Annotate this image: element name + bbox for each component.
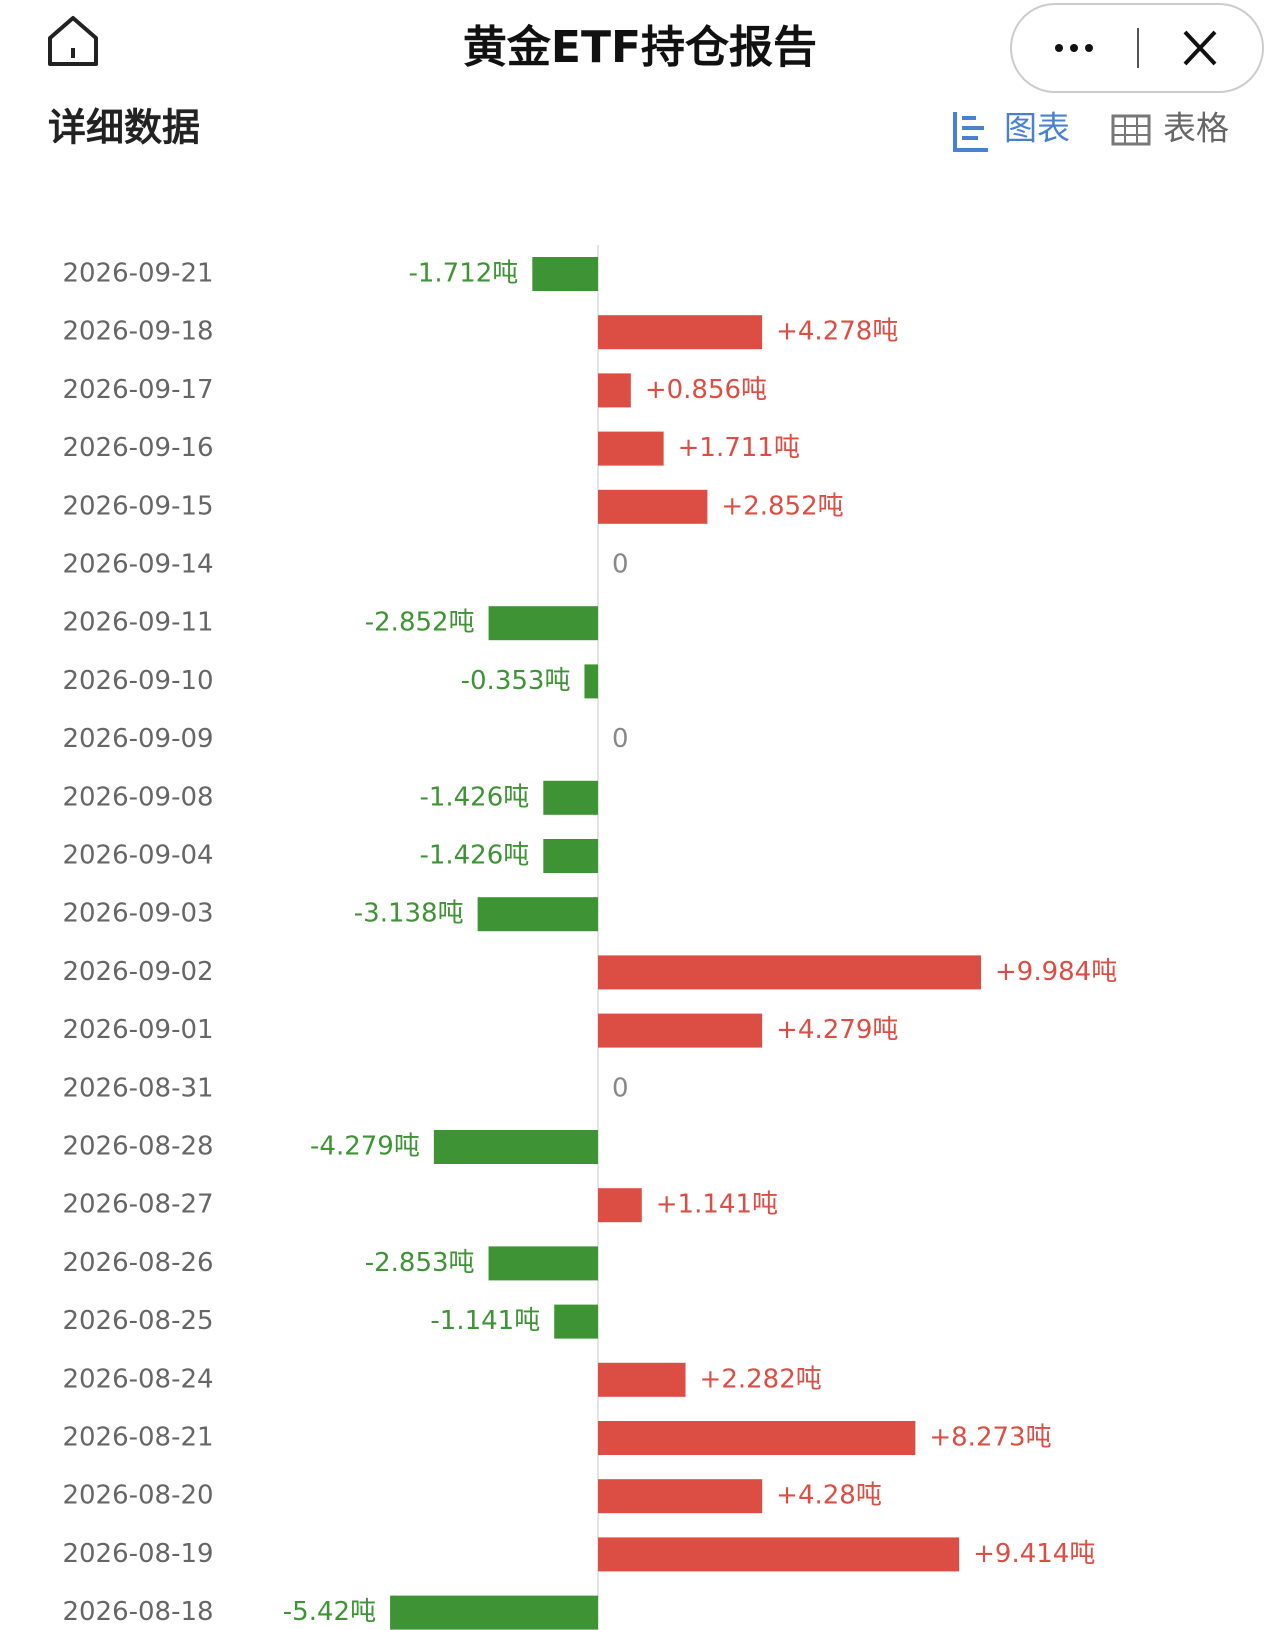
category-label: 2026-09-14 xyxy=(62,550,213,580)
dot xyxy=(1085,44,1093,52)
category-label: 2026-09-04 xyxy=(62,841,213,871)
category-label: 2026-09-15 xyxy=(62,491,213,521)
category-label: 2026-08-24 xyxy=(62,1364,213,1394)
value-label: +2.852吨 xyxy=(721,491,843,521)
value-label: +2.282吨 xyxy=(700,1364,822,1394)
category-label: 2026-08-26 xyxy=(62,1248,213,1278)
category-label: 2026-08-20 xyxy=(62,1481,213,1511)
category-label: 2026-08-28 xyxy=(62,1132,213,1162)
value-label: -3.138吨 xyxy=(354,899,464,929)
section-title: 详细数据 xyxy=(48,106,200,150)
category-label: 2026-08-31 xyxy=(62,1073,213,1103)
category-label: 2026-09-03 xyxy=(62,899,213,929)
category-label: 2026-09-08 xyxy=(62,782,213,812)
category-label: 2026-09-17 xyxy=(62,375,213,405)
category-label: 2026-08-25 xyxy=(62,1306,213,1336)
value-label: -1.426吨 xyxy=(419,841,529,871)
dot xyxy=(1070,44,1078,52)
category-label: 2026-09-09 xyxy=(62,724,213,754)
bar xyxy=(488,1246,598,1281)
value-label: +9.984吨 xyxy=(995,957,1117,987)
bar xyxy=(598,1013,763,1048)
bar xyxy=(598,315,763,350)
value-label: +8.273吨 xyxy=(929,1423,1051,1453)
category-label: 2026-08-27 xyxy=(62,1190,213,1220)
bar-chart: 2026-09-21 -1.712吨 2026-09-18 +4.278吨 2026-0… xyxy=(62,257,1117,1630)
value-label: -2.853吨 xyxy=(365,1248,475,1278)
bar xyxy=(598,1537,960,1572)
bar xyxy=(584,664,598,699)
value-label: +4.28吨 xyxy=(776,1481,882,1511)
value-label: -0.353吨 xyxy=(461,666,571,696)
value-label: +9.414吨 xyxy=(973,1539,1095,1569)
bar xyxy=(488,606,598,641)
page-title: 黄金ETF持仓报告 xyxy=(463,22,817,73)
chart-tab[interactable]: 图表 xyxy=(953,109,1070,152)
bar xyxy=(598,1188,642,1223)
bar xyxy=(598,1362,686,1397)
category-label: 2026-08-21 xyxy=(62,1423,213,1453)
category-label: 2026-09-02 xyxy=(62,957,213,987)
category-label: 2026-09-01 xyxy=(62,1015,213,1045)
dot xyxy=(1055,44,1063,52)
value-label: -1.426吨 xyxy=(419,782,529,812)
value-label: +1.141吨 xyxy=(656,1190,778,1220)
bar xyxy=(598,489,708,524)
home-icon xyxy=(48,16,98,66)
value-label: -5.42吨 xyxy=(283,1597,376,1627)
table-icon-grid xyxy=(1113,116,1149,144)
bar xyxy=(390,1595,598,1630)
bar xyxy=(477,897,598,932)
tab-label[interactable]: 图表 xyxy=(1004,109,1070,148)
bar xyxy=(598,1421,916,1455)
value-label: -4.279吨 xyxy=(310,1132,420,1162)
value-label: -1.712吨 xyxy=(408,259,518,289)
category-label: 2026-09-16 xyxy=(62,433,213,463)
close-icon[interactable] xyxy=(1183,30,1217,66)
bar xyxy=(543,780,598,815)
bar xyxy=(598,431,664,466)
bar xyxy=(543,839,598,873)
bar xyxy=(532,257,598,291)
capsule-menu[interactable] xyxy=(1010,3,1264,93)
value-label: +0.856吨 xyxy=(645,375,767,405)
home-button[interactable] xyxy=(48,16,98,66)
bar xyxy=(598,955,981,990)
category-label: 2026-09-10 xyxy=(62,666,213,696)
value-label: -1.141吨 xyxy=(430,1306,540,1336)
tab-label[interactable]: 表格 xyxy=(1163,109,1229,148)
value-label: 0 xyxy=(612,1073,629,1103)
category-label: 2026-08-19 xyxy=(62,1539,213,1569)
category-label: 2026-08-18 xyxy=(62,1597,213,1627)
category-label: 2026-09-18 xyxy=(62,317,213,347)
category-label: 2026-09-11 xyxy=(62,608,213,638)
chart-icon xyxy=(953,112,988,152)
value-label: +1.711吨 xyxy=(678,433,800,463)
category-label: 2026-09-21 xyxy=(62,259,213,289)
table-icon xyxy=(1111,114,1151,146)
value-label: -2.852吨 xyxy=(365,608,475,638)
value-label: +4.279吨 xyxy=(776,1015,898,1045)
table-tab[interactable]: 表格 xyxy=(1111,109,1229,148)
bar xyxy=(598,1479,763,1514)
value-label: 0 xyxy=(612,724,629,754)
bar xyxy=(554,1304,598,1339)
value-label: 0 xyxy=(612,550,629,580)
bar xyxy=(598,373,631,408)
bar xyxy=(433,1130,598,1164)
value-label: +4.278吨 xyxy=(776,317,898,347)
